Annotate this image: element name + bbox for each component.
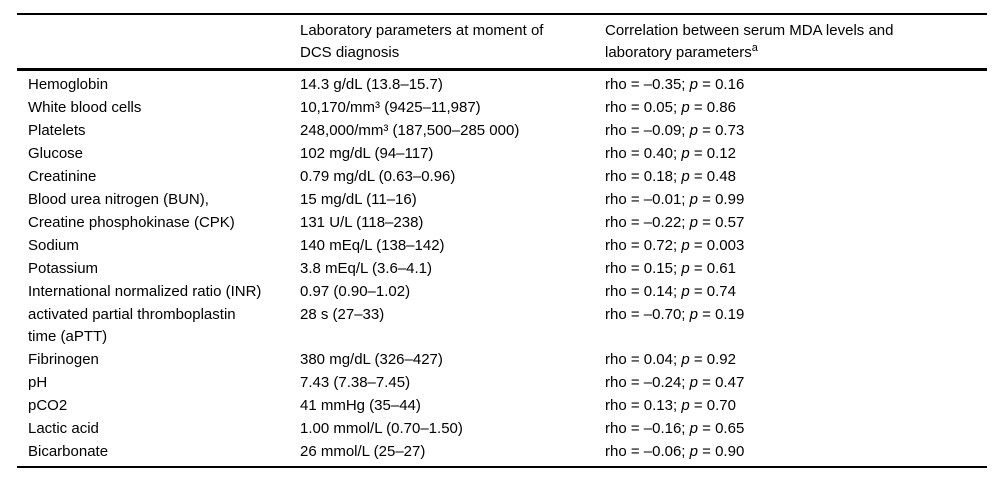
- parameter-name-cell: Creatine phosphokinase (CPK): [28, 214, 235, 231]
- header-parameter-blank: [17, 14, 300, 71]
- table-row: pCO2 41 mmHg (35–44) rho = 0.13; p = 0.7…: [17, 394, 987, 417]
- correlation-cell: rho = –0.06; p = 0.90: [605, 443, 745, 460]
- correlation-cell: rho = –0.22; p = 0.57: [605, 214, 745, 231]
- correlation-cell: rho = 0.14; p = 0.74: [605, 283, 736, 300]
- lab-value-cell: 140 mEq/L (138–142): [300, 237, 445, 254]
- header-lab-values: Laboratory parameters at moment of DCS d…: [300, 14, 605, 71]
- table-row: Blood urea nitrogen (BUN), 15 mg/dL (11–…: [17, 188, 987, 211]
- correlation-cell: rho = 0.04; p = 0.92: [605, 351, 736, 368]
- table-row: Sodium 140 mEq/L (138–142) rho = 0.72; p…: [17, 234, 987, 257]
- table-row: Potassium 3.8 mEq/L (3.6–4.1) rho = 0.15…: [17, 257, 987, 280]
- parameter-name-cell: Hemoglobin: [28, 76, 109, 93]
- parameter-name-cell: Lactic acid: [28, 420, 99, 437]
- lab-value-cell: 1.00 mmol/L (0.70–1.50): [300, 420, 463, 437]
- lab-value-cell: 14.3 g/dL (13.8–15.7): [300, 76, 443, 93]
- parameter-name-cell: Potassium: [28, 260, 99, 277]
- header-lab-values-text: Laboratory parameters at moment of DCS d…: [300, 22, 544, 61]
- parameter-name-cell: activated partial thromboplastin time (a…: [28, 306, 236, 345]
- lab-value-cell: 131 U/L (118–238): [300, 214, 424, 231]
- correlation-cell: rho = 0.13; p = 0.70: [605, 397, 736, 414]
- table-row: White blood cells 10,170/mm³ (9425–11,98…: [17, 96, 987, 119]
- parameter-name-cell: Bicarbonate: [28, 443, 109, 460]
- lab-value-cell: 3.8 mEq/L (3.6–4.1): [300, 260, 433, 277]
- table-row: Creatine phosphokinase (CPK) 131 U/L (11…: [17, 211, 987, 234]
- footnote-marker: a: [751, 42, 758, 54]
- parameter-name-cell: Blood urea nitrogen (BUN),: [28, 191, 209, 208]
- table-row: Creatinine 0.79 mg/dL (0.63–0.96) rho = …: [17, 165, 987, 188]
- table-row: Hemoglobin 14.3 g/dL (13.8–15.7) rho = –…: [17, 70, 987, 97]
- lab-value-cell: 26 mmol/L (25–27): [300, 443, 426, 460]
- parameter-name-cell: pCO2: [28, 397, 68, 414]
- parameter-name-cell: Sodium: [28, 237, 79, 254]
- correlation-cell: rho = –0.35; p = 0.16: [605, 76, 745, 93]
- table-row: Fibrinogen 380 mg/dL (326–427) rho = 0.0…: [17, 348, 987, 371]
- table-row: activated partial thromboplastin time (a…: [17, 303, 987, 348]
- lab-value-cell: 0.79 mg/dL (0.63–0.96): [300, 168, 456, 185]
- correlation-cell: rho = 0.05; p = 0.86: [605, 99, 736, 116]
- lab-parameters-table: Laboratory parameters at moment of DCS d…: [17, 13, 987, 468]
- lab-value-cell: 102 mg/dL (94–117): [300, 145, 434, 162]
- header-row: Laboratory parameters at moment of DCS d…: [17, 14, 987, 71]
- parameter-name-cell: White blood cells: [28, 99, 142, 116]
- parameter-name-cell: International normalized ratio (INR): [28, 283, 262, 300]
- table-body: Hemoglobin 14.3 g/dL (13.8–15.7) rho = –…: [17, 70, 987, 468]
- correlation-cell: rho = –0.24; p = 0.47: [605, 374, 745, 391]
- correlation-cell: rho = 0.15; p = 0.61: [605, 260, 736, 277]
- correlation-cell: rho = –0.70; p = 0.19: [605, 306, 745, 323]
- correlation-cell: rho = 0.40; p = 0.12: [605, 145, 736, 162]
- parameter-name-cell: Glucose: [28, 145, 84, 162]
- correlation-cell: rho = 0.18; p = 0.48: [605, 168, 736, 185]
- parameter-name-cell: Fibrinogen: [28, 351, 99, 368]
- lab-value-cell: 10,170/mm³ (9425–11,987): [300, 99, 481, 116]
- table-row: pH 7.43 (7.38–7.45) rho = –0.24; p = 0.4…: [17, 371, 987, 394]
- table-row: Glucose 102 mg/dL (94–117) rho = 0.40; p…: [17, 142, 987, 165]
- header-correlation-text: Correlation between serum MDA levels and…: [605, 22, 894, 61]
- table-row: Platelets 248,000/mm³ (187,500–285 000) …: [17, 119, 987, 142]
- lab-value-cell: 0.97 (0.90–1.02): [300, 283, 411, 300]
- lab-value-cell: 7.43 (7.38–7.45): [300, 374, 411, 391]
- table-row: International normalized ratio (INR) 0.9…: [17, 280, 987, 303]
- correlation-cell: rho = 0.72; p = 0.003: [605, 237, 745, 254]
- parameter-name-cell: Platelets: [28, 122, 86, 139]
- table-row: Lactic acid 1.00 mmol/L (0.70–1.50) rho …: [17, 417, 987, 440]
- correlation-cell: rho = –0.09; p = 0.73: [605, 122, 745, 139]
- table-row: Bicarbonate 26 mmol/L (25–27) rho = –0.0…: [17, 440, 987, 467]
- lab-value-cell: 15 mg/dL (11–16): [300, 191, 417, 208]
- parameter-name-cell: pH: [28, 374, 48, 391]
- lab-value-cell: 248,000/mm³ (187,500–285 000): [300, 122, 520, 139]
- lab-value-cell: 41 mmHg (35–44): [300, 397, 421, 414]
- lab-value-cell: 380 mg/dL (326–427): [300, 351, 443, 368]
- parameter-name-cell: Creatinine: [28, 168, 97, 185]
- correlation-cell: rho = –0.16; p = 0.65: [605, 420, 745, 437]
- header-correlation: Correlation between serum MDA levels and…: [605, 14, 987, 71]
- correlation-cell: rho = –0.01; p = 0.99: [605, 191, 745, 208]
- lab-value-cell: 28 s (27–33): [300, 306, 385, 323]
